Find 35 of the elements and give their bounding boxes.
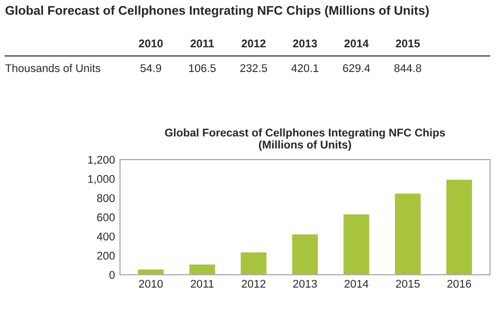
y-tick-label: 0 <box>109 270 115 279</box>
x-tick-label: 2013 <box>293 280 317 288</box>
data-label: 232.5 <box>240 64 268 72</box>
x-tick-label: 2015 <box>396 280 420 288</box>
data-label: 420.1 <box>291 64 318 72</box>
y-tick-label: 1,200 <box>88 156 115 166</box>
data-label: 629.4 <box>343 64 370 72</box>
category-label: 2013 <box>293 40 317 48</box>
data-label: 844.8 <box>394 64 422 72</box>
category-label: 2010 <box>138 40 163 48</box>
y-tick-label: 1,000 <box>88 175 115 184</box>
category-label: 2012 <box>242 40 266 48</box>
bar <box>446 180 472 275</box>
y-tick-label: 600 <box>97 213 115 222</box>
bar <box>240 252 266 275</box>
text: Global Forecast of Cellphones Integrating NFC Chips (Millions of Units) <box>6 6 429 18</box>
x-tick-label: 2016 <box>447 280 472 288</box>
data-label: 54.9 <box>140 64 162 72</box>
text: Thousands of Units <box>5 64 100 72</box>
chart-title: Global Forecast of Cellphones Integrating NFC Chips (Millions of Units) <box>165 128 445 151</box>
x-tick-label: 2012 <box>242 280 266 288</box>
x-tick-label: 2010 <box>139 280 163 288</box>
bar <box>292 234 318 275</box>
data-label: 106.5 <box>189 64 216 72</box>
y-tick-label: 800 <box>97 194 115 202</box>
y-tick-label: 400 <box>96 232 115 240</box>
category-label: 2015 <box>396 40 420 48</box>
y-tick-label: 200 <box>97 252 115 260</box>
bar <box>394 194 421 275</box>
category-label: 2011 <box>190 40 214 48</box>
bar <box>189 264 216 275</box>
bar <box>344 214 370 275</box>
category-label: 2014 <box>344 40 369 48</box>
x-tick-label: 2014 <box>344 280 368 288</box>
x-tick-label: 2011 <box>190 280 214 288</box>
